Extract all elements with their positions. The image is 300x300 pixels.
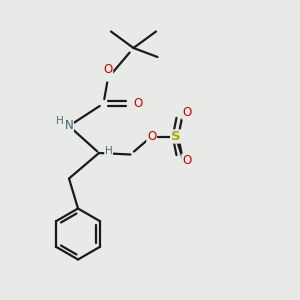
Text: O: O [182, 154, 191, 167]
Text: O: O [134, 97, 142, 110]
Text: N: N [64, 119, 74, 133]
Text: H: H [105, 146, 112, 157]
Text: O: O [103, 63, 112, 76]
Text: O: O [147, 130, 156, 143]
Text: H: H [56, 116, 63, 127]
Text: S: S [171, 130, 180, 143]
Text: O: O [182, 106, 191, 119]
